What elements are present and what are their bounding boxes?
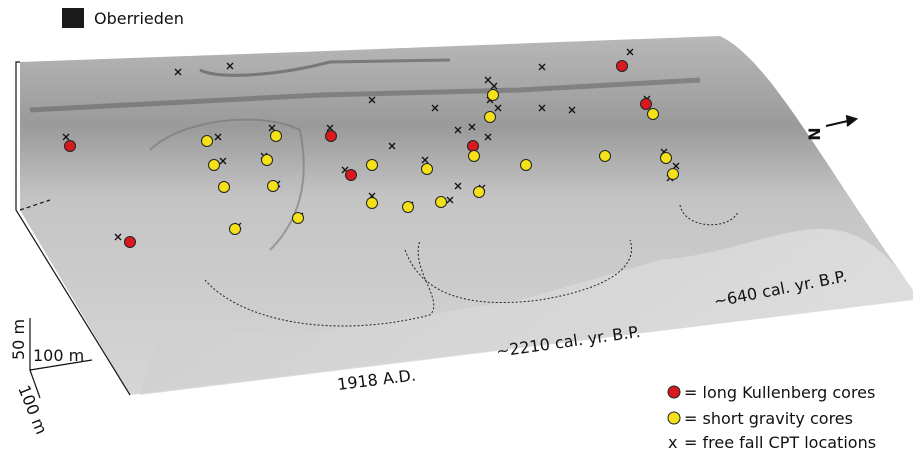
kullenberg-core <box>468 141 479 152</box>
gravity-core <box>367 160 378 171</box>
gravity-core <box>293 213 304 224</box>
kullenberg-core <box>65 141 76 152</box>
gravity-core <box>485 112 496 123</box>
gravity-core <box>474 187 485 198</box>
gravity-core <box>403 202 414 213</box>
legend-label: = free fall CPT locations <box>684 433 876 452</box>
gravity-core <box>202 136 213 147</box>
gravity-core <box>422 164 433 175</box>
gravity-core <box>219 182 230 193</box>
kullenberg-core <box>641 99 652 110</box>
gravity-core <box>648 109 659 120</box>
gravity-core <box>230 224 241 235</box>
kullenberg-core <box>326 131 337 142</box>
gravity-core <box>469 151 480 162</box>
legend-label: = long Kullenberg cores <box>684 383 875 402</box>
scale-label: 100 m <box>14 382 51 437</box>
legend-symbol <box>668 386 680 398</box>
north-arrow <box>826 116 856 126</box>
gravity-core <box>600 151 611 162</box>
gravity-core <box>271 131 282 142</box>
gravity-core <box>521 160 532 171</box>
scale-label: 50 m <box>9 319 28 360</box>
kullenberg-core <box>125 237 136 248</box>
gravity-core <box>262 155 273 166</box>
gravity-core <box>661 153 672 164</box>
gravity-core <box>488 90 499 101</box>
gravity-core <box>209 160 220 171</box>
age-label: 1918 A.D. <box>336 365 417 393</box>
kullenberg-core <box>617 61 628 72</box>
north-label: N <box>805 127 824 140</box>
gravity-core <box>268 181 279 192</box>
scale-label: 100 m <box>33 346 84 365</box>
gravity-core <box>367 198 378 209</box>
legend-symbol: x <box>668 433 677 452</box>
page: {"title": "Oberrieden", "ages": {"a1918"… <box>0 0 913 455</box>
title: Oberrieden <box>94 9 184 28</box>
title-swatch <box>62 8 84 28</box>
legend-label: = short gravity cores <box>684 409 853 428</box>
gravity-core <box>436 197 447 208</box>
legend-symbol <box>668 412 680 424</box>
kullenberg-core <box>346 170 357 181</box>
map: Oberrieden 50 m 100 m 100 m 1918 A.D. ~2… <box>0 0 913 455</box>
gravity-core <box>668 169 679 180</box>
